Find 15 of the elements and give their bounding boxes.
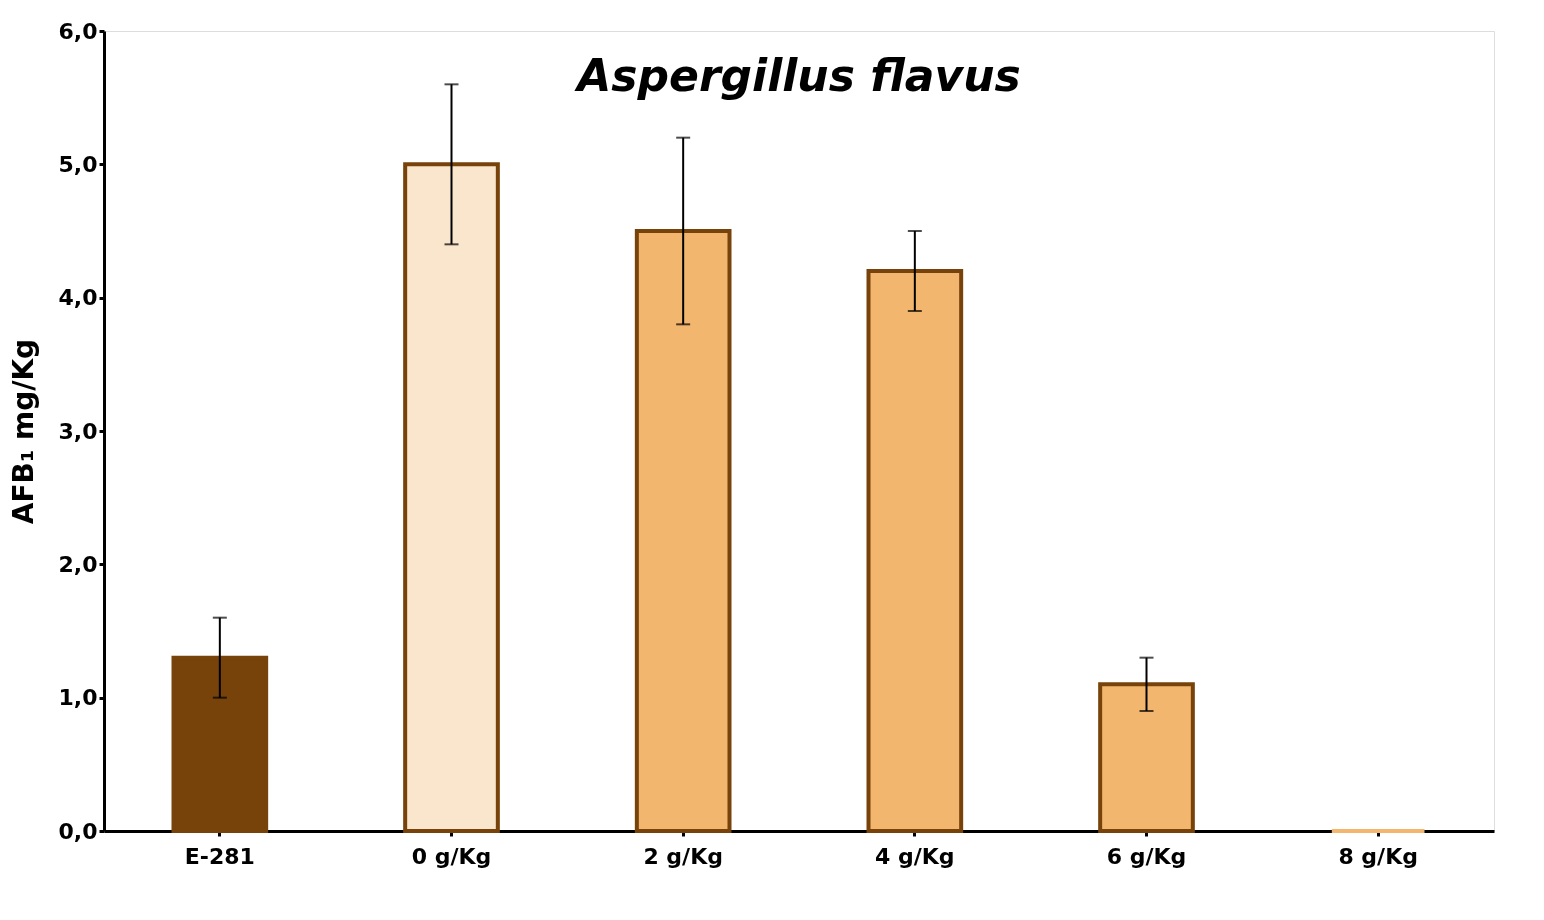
y-axis-title: AFB₁ mg/Kg: [6, 338, 40, 525]
y-tick-label: 1,0: [58, 685, 98, 711]
x-tick-label: 4 g/Kg: [875, 843, 955, 869]
y-tick-label: 4,0: [58, 285, 98, 311]
x-tick-label: 8 g/Kg: [1338, 843, 1418, 869]
y-tick-label: 3,0: [58, 418, 98, 444]
y-tick-label: 0,0: [58, 818, 98, 844]
x-tick-label: 6 g/Kg: [1106, 843, 1187, 869]
y-tick-label: 5,0: [58, 151, 98, 177]
x-tick-label: E-281: [184, 843, 255, 869]
x-tick-label: 2 g/Kg: [643, 843, 723, 869]
text: Aspergillus flavus: [574, 50, 1021, 101]
y-tick-label: 6,0: [58, 18, 98, 44]
y-tick-label: 2,0: [58, 551, 98, 577]
x-tick-label: 0 g/Kg: [411, 843, 492, 869]
